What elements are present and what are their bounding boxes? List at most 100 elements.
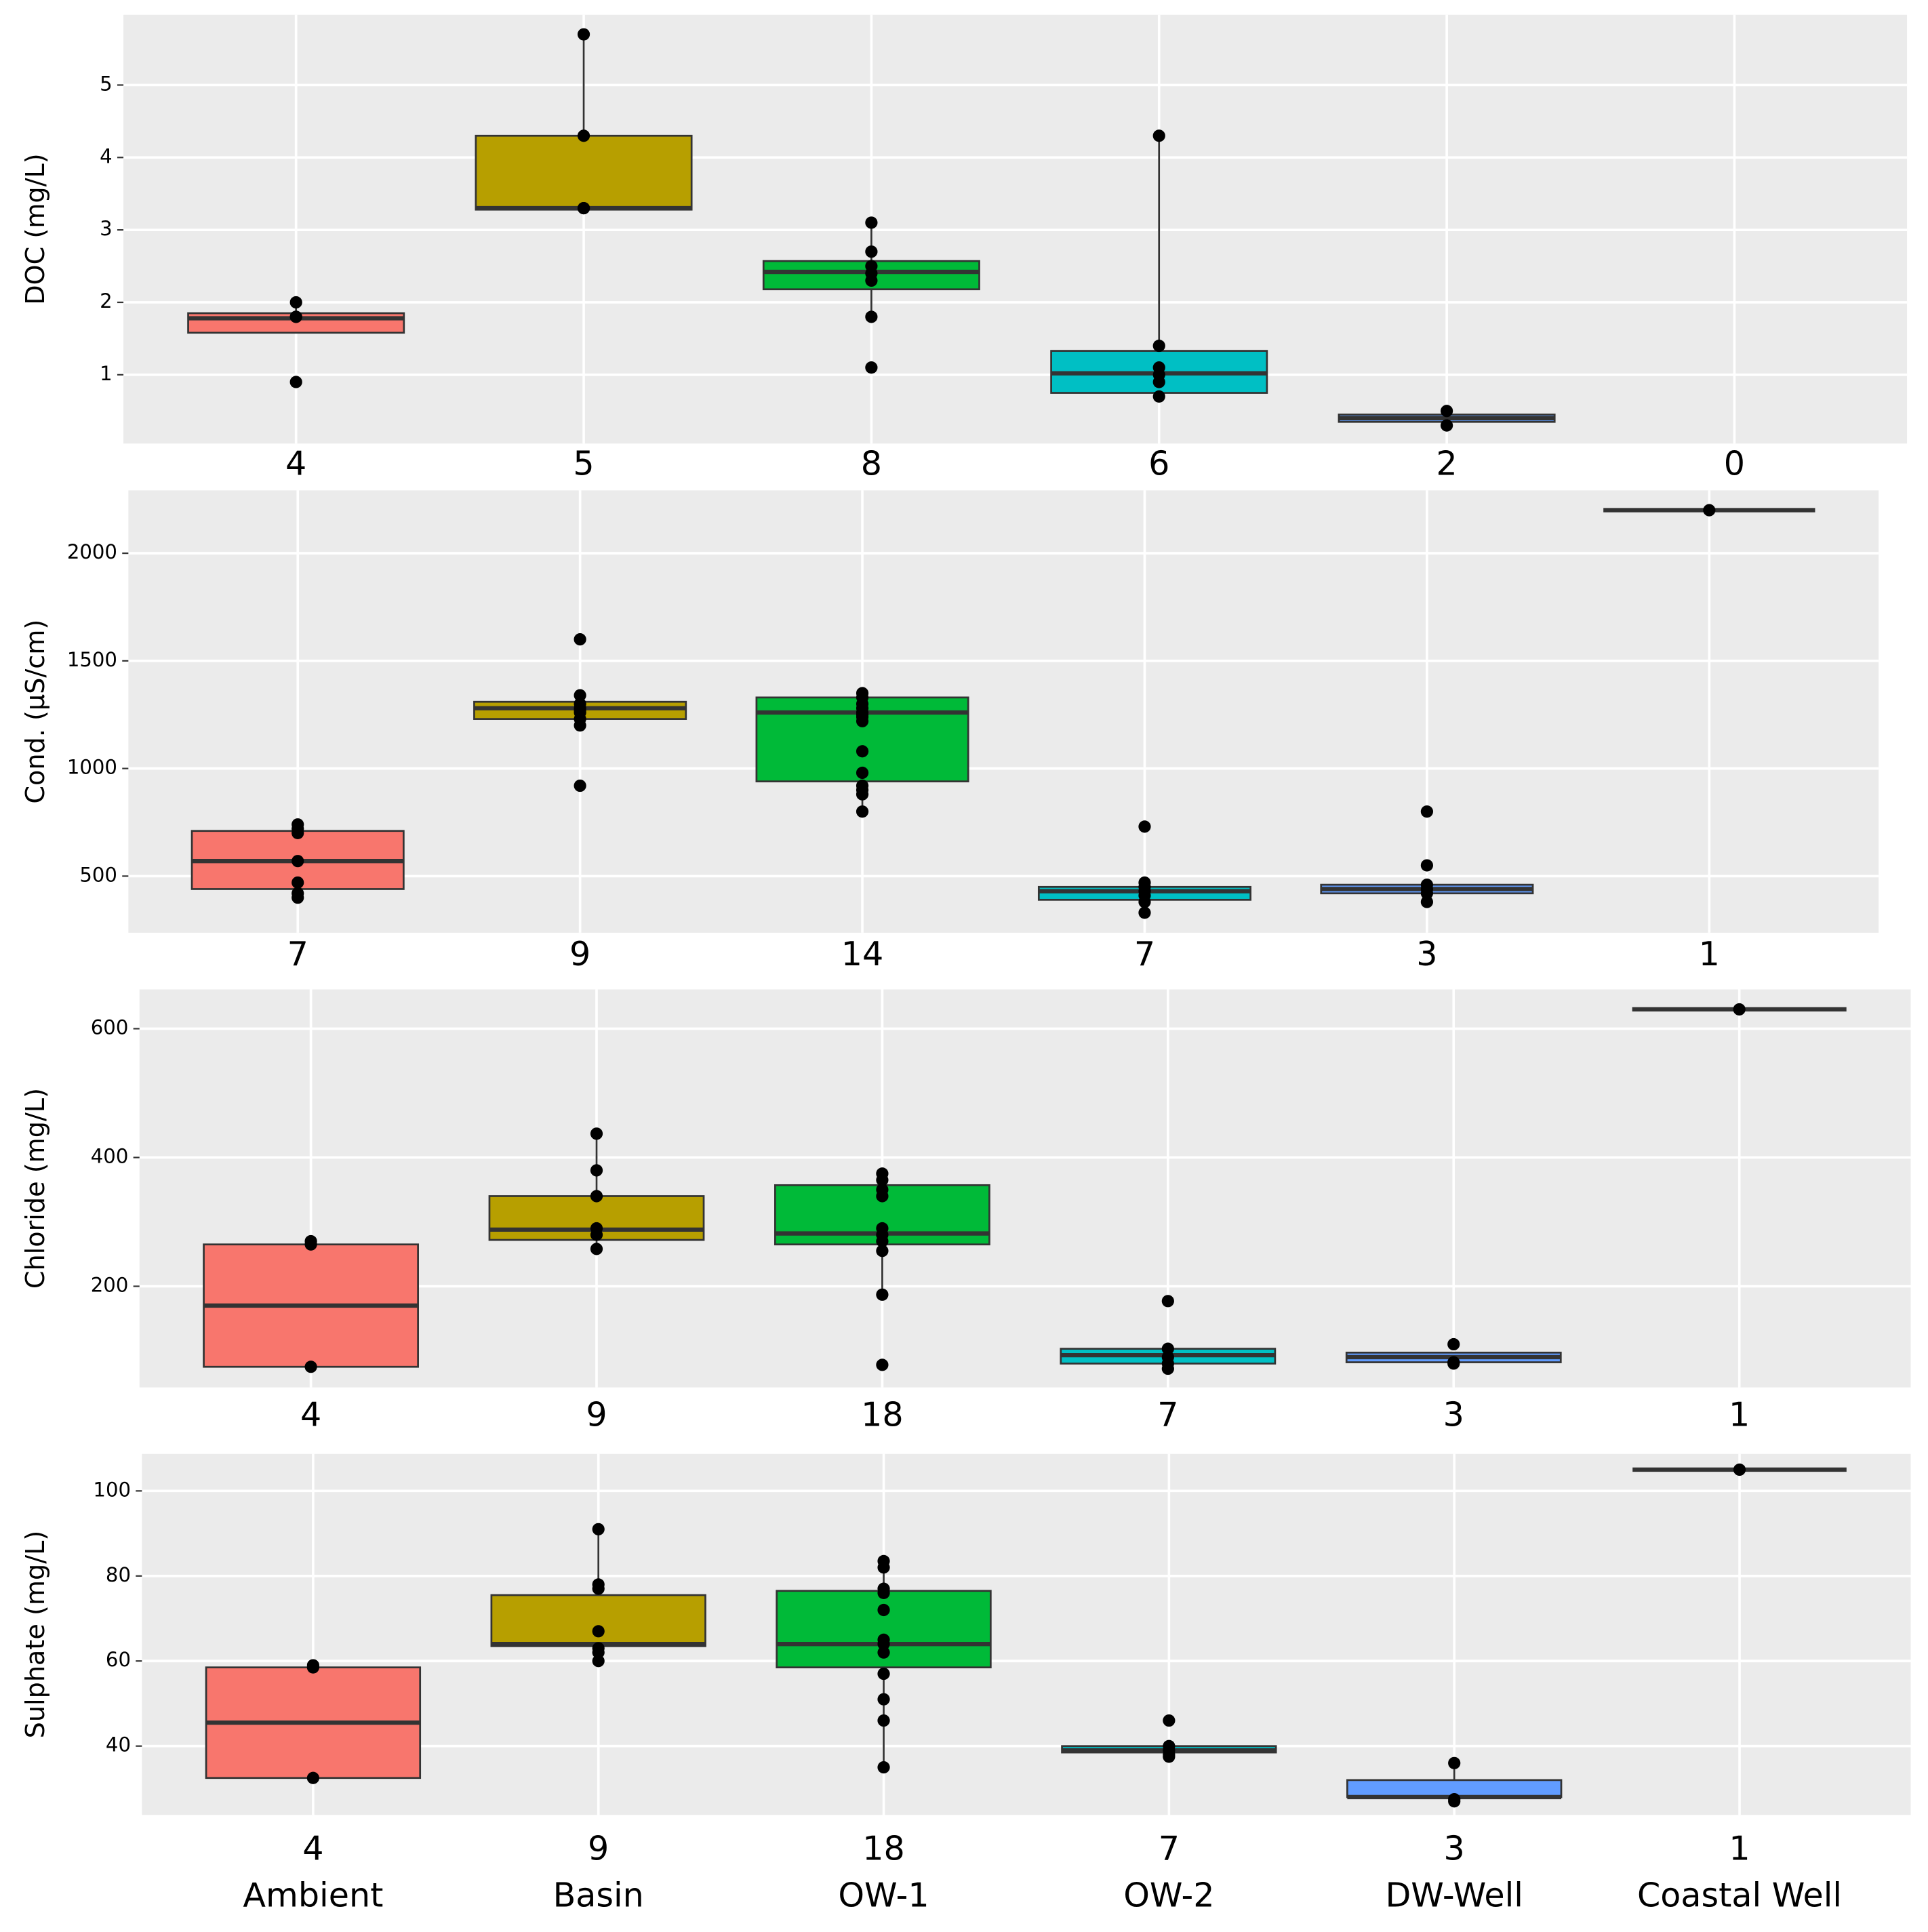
point	[877, 1667, 890, 1681]
point	[877, 1638, 890, 1651]
point	[865, 310, 878, 323]
point	[856, 788, 869, 801]
point	[306, 1661, 319, 1674]
point	[1161, 1295, 1174, 1308]
point	[592, 1646, 605, 1659]
point	[577, 129, 590, 142]
point	[592, 1582, 605, 1595]
count-label: 9	[586, 1395, 607, 1434]
point	[1420, 887, 1433, 900]
point	[590, 1164, 603, 1177]
count-label: 18	[861, 1395, 904, 1434]
y-tick-label: 3	[100, 217, 113, 240]
point	[1138, 895, 1151, 908]
point	[856, 805, 869, 818]
point	[1420, 859, 1433, 872]
point	[877, 1760, 890, 1774]
point	[1733, 1463, 1746, 1476]
point	[1152, 376, 1165, 388]
point	[856, 715, 869, 727]
point	[577, 202, 590, 215]
point	[876, 1234, 889, 1248]
count-label: 9	[569, 934, 590, 973]
panel-background	[128, 490, 1879, 933]
y-tick-label: 1	[100, 362, 113, 385]
point	[865, 361, 878, 374]
y-tick-label: 5	[100, 72, 113, 95]
point	[856, 766, 869, 780]
y-tick-label: 40	[106, 1733, 131, 1756]
y-tick-label: 4	[100, 144, 113, 167]
y-tick-label: 600	[91, 1015, 129, 1039]
box	[488, 1195, 705, 1241]
point	[1161, 1362, 1174, 1375]
point	[1420, 805, 1433, 818]
point	[1163, 1750, 1176, 1763]
point	[289, 310, 302, 323]
point	[1138, 820, 1151, 833]
point	[1447, 1337, 1460, 1351]
count-label: 7	[1159, 1829, 1180, 1868]
point	[1152, 129, 1165, 142]
count-label: 3	[1443, 1395, 1464, 1434]
point	[289, 296, 302, 309]
y-tick-label: 60	[106, 1648, 131, 1671]
point	[1152, 340, 1165, 353]
count-label: 18	[862, 1829, 905, 1868]
count-label: 4	[302, 1829, 323, 1868]
x-tick-label: Ambient	[243, 1876, 383, 1915]
x-tick-label: DW-Well	[1385, 1876, 1523, 1915]
count-label: 6	[1148, 444, 1169, 483]
count-label: 1	[1729, 1829, 1750, 1868]
point	[877, 1714, 890, 1727]
count-label: 3	[1416, 934, 1437, 973]
point	[574, 689, 586, 702]
count-label: 1	[1699, 934, 1720, 973]
count-label: 9	[588, 1829, 609, 1868]
point	[577, 28, 590, 41]
point	[592, 1655, 605, 1668]
count-label: 8	[861, 444, 882, 483]
box	[490, 1594, 706, 1647]
point	[1420, 895, 1433, 908]
point	[876, 1245, 889, 1257]
point	[865, 245, 878, 258]
x-tick-label: OW-2	[1123, 1876, 1214, 1915]
y-tick-label: 2000	[67, 540, 117, 563]
y-tick-label: 1000	[67, 756, 117, 779]
count-label: 1	[1729, 1395, 1750, 1434]
point	[304, 1238, 317, 1251]
y-axis-label: Sulphate (mg/L)	[21, 1531, 51, 1739]
point	[304, 1361, 317, 1373]
point	[856, 745, 869, 758]
point	[1448, 1756, 1461, 1769]
count-label: 4	[285, 444, 306, 483]
count-label: 3	[1444, 1829, 1465, 1868]
point	[877, 1646, 890, 1659]
point	[292, 891, 304, 904]
x-tick-label: Coastal Well	[1637, 1876, 1842, 1915]
point	[1440, 405, 1453, 418]
y-tick-label: 2	[100, 289, 113, 313]
count-label: 2	[1436, 444, 1457, 483]
point	[592, 1523, 605, 1535]
y-tick-label: 80	[106, 1563, 131, 1586]
box	[475, 134, 693, 211]
point	[876, 1190, 889, 1203]
point	[574, 779, 586, 792]
count-label: 14	[841, 934, 884, 973]
point	[1447, 1357, 1460, 1370]
point	[877, 1603, 890, 1617]
y-tick-label: 100	[93, 1478, 131, 1501]
count-label: 7	[1157, 1395, 1178, 1434]
count-label: 7	[287, 934, 308, 973]
y-axis-label: Chloride (mg/L)	[21, 1088, 51, 1289]
point	[1448, 1795, 1461, 1808]
point	[289, 376, 302, 388]
x-tick-label: Basin	[553, 1876, 644, 1915]
y-axis-label: DOC (mg/L)	[21, 153, 51, 304]
point	[1440, 419, 1453, 432]
point	[1733, 1003, 1746, 1016]
point	[590, 1190, 603, 1203]
